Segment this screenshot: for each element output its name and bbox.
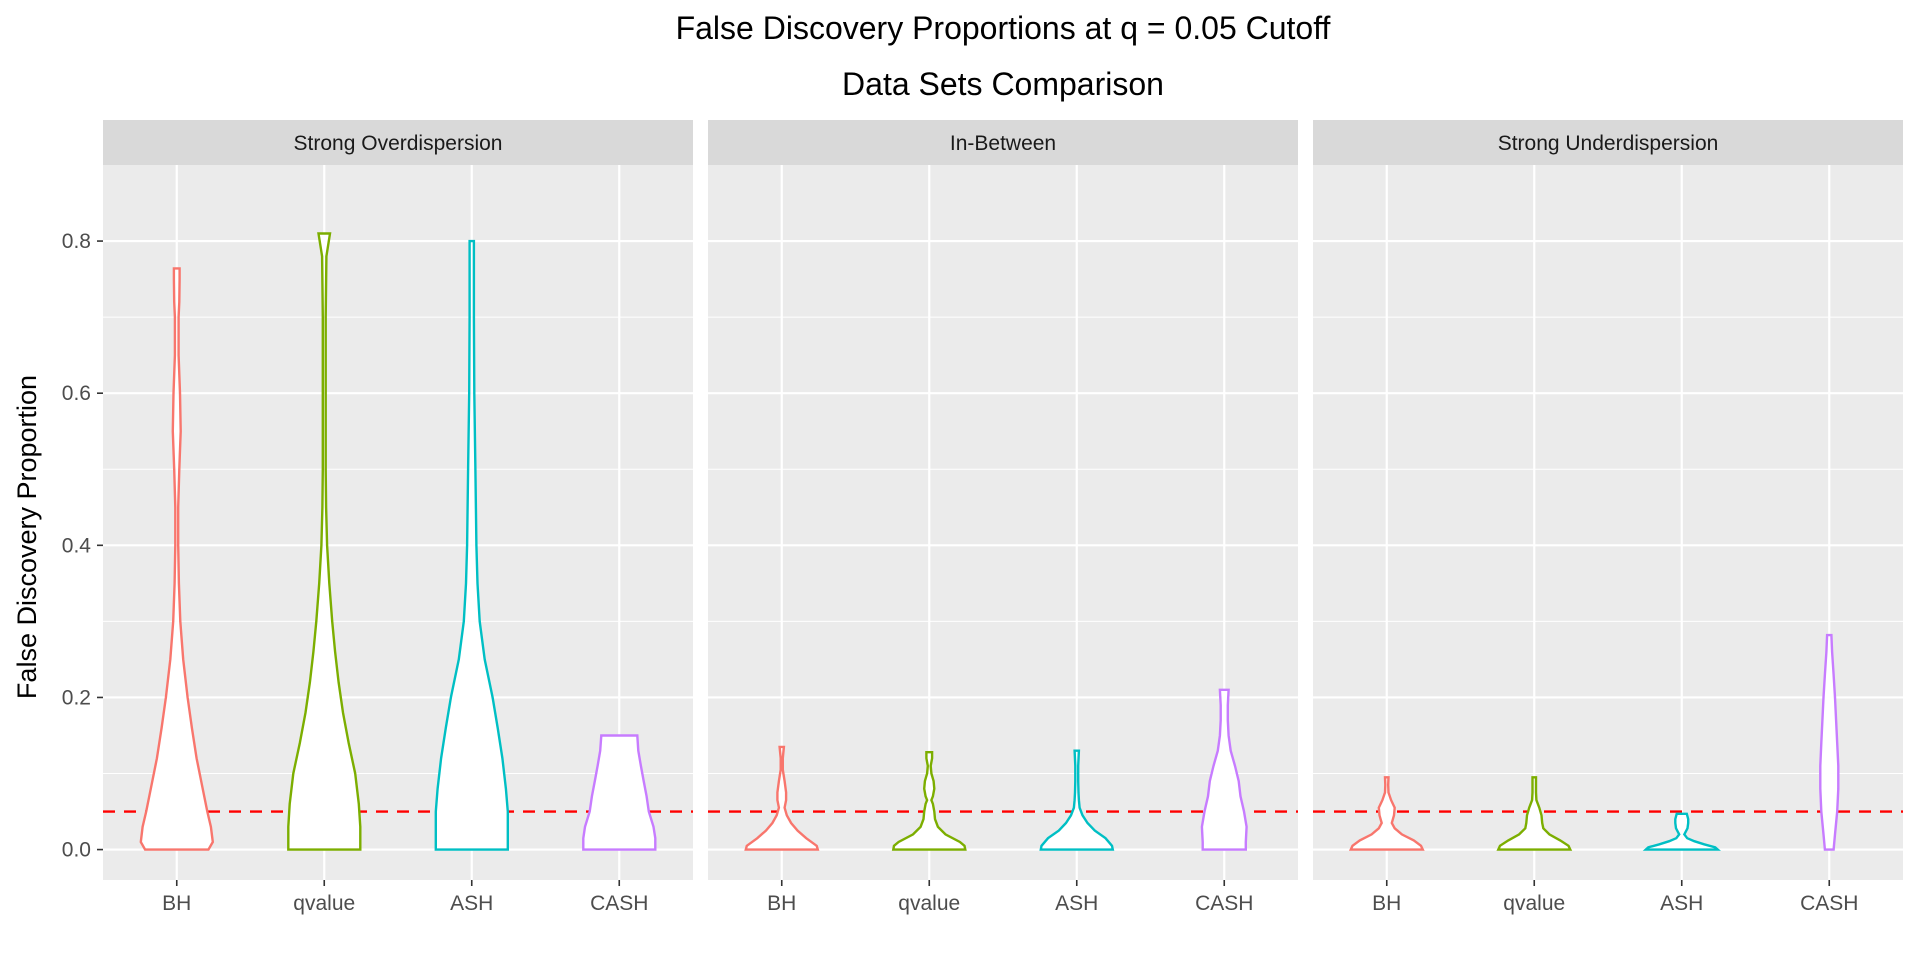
facet-panel: Strong Underdispersion BH qvalue ASH CASH [1313,120,1903,915]
y-tick-label: 0.8 [62,230,91,253]
facet-strip [708,120,1298,165]
x-tick-label: BH [1372,892,1401,915]
y-tick-label: 0.0 [62,839,91,862]
violin-qvalue [891,751,967,851]
violin-cash [1819,633,1840,851]
facet-strip [1313,120,1903,165]
y-tick-label: 0.4 [62,534,92,557]
facet-strip-label: Strong Overdispersion [294,132,503,155]
panel-background [708,165,1298,880]
violin-bh [1348,776,1425,851]
violin-bh [139,267,215,851]
facet-strip-label: Strong Underdispersion [1498,132,1719,155]
y-axis-title: False Discovery Proportion [12,375,42,699]
panel-background [1313,165,1903,880]
x-tick-label: qvalue [898,892,960,915]
y-tick-label: 0.6 [62,382,91,405]
x-tick-label: CASH [590,892,648,915]
violin-cash [582,734,657,851]
x-tick-label: qvalue [293,892,355,915]
violin-cash [1200,688,1248,851]
violin-qvalue [287,232,362,851]
x-tick-label: ASH [450,892,493,915]
x-tick-label: qvalue [1503,892,1565,915]
violin-ash [1039,749,1115,851]
y-tick-label: 0.2 [62,686,91,709]
violin-ash [1642,812,1721,851]
facet-strip-label: In-Between [950,132,1056,155]
x-tick-label: CASH [1800,892,1858,915]
x-tick-label: CASH [1195,892,1253,915]
violin-ash [434,239,509,851]
chart-subtitle: Data Sets Comparison [842,66,1164,102]
violin-qvalue [1496,776,1573,851]
violin-bh [744,745,820,851]
facet-panel: Strong Overdispersion BH qvalue ASH CASH [103,120,693,915]
x-tick-label: ASH [1660,892,1703,915]
x-tick-label: ASH [1055,892,1098,915]
x-tick-label: BH [767,892,796,915]
facet-strip [103,120,693,165]
x-tick-label: BH [162,892,191,915]
facet-panel: In-Between BH qvalue ASH CASH [708,120,1298,915]
y-axis: 0.0 0.2 0.4 0.6 0.8 [62,230,103,862]
panel-background [103,165,693,880]
chart-title: False Discovery Proportions at q = 0.05 … [676,10,1331,46]
